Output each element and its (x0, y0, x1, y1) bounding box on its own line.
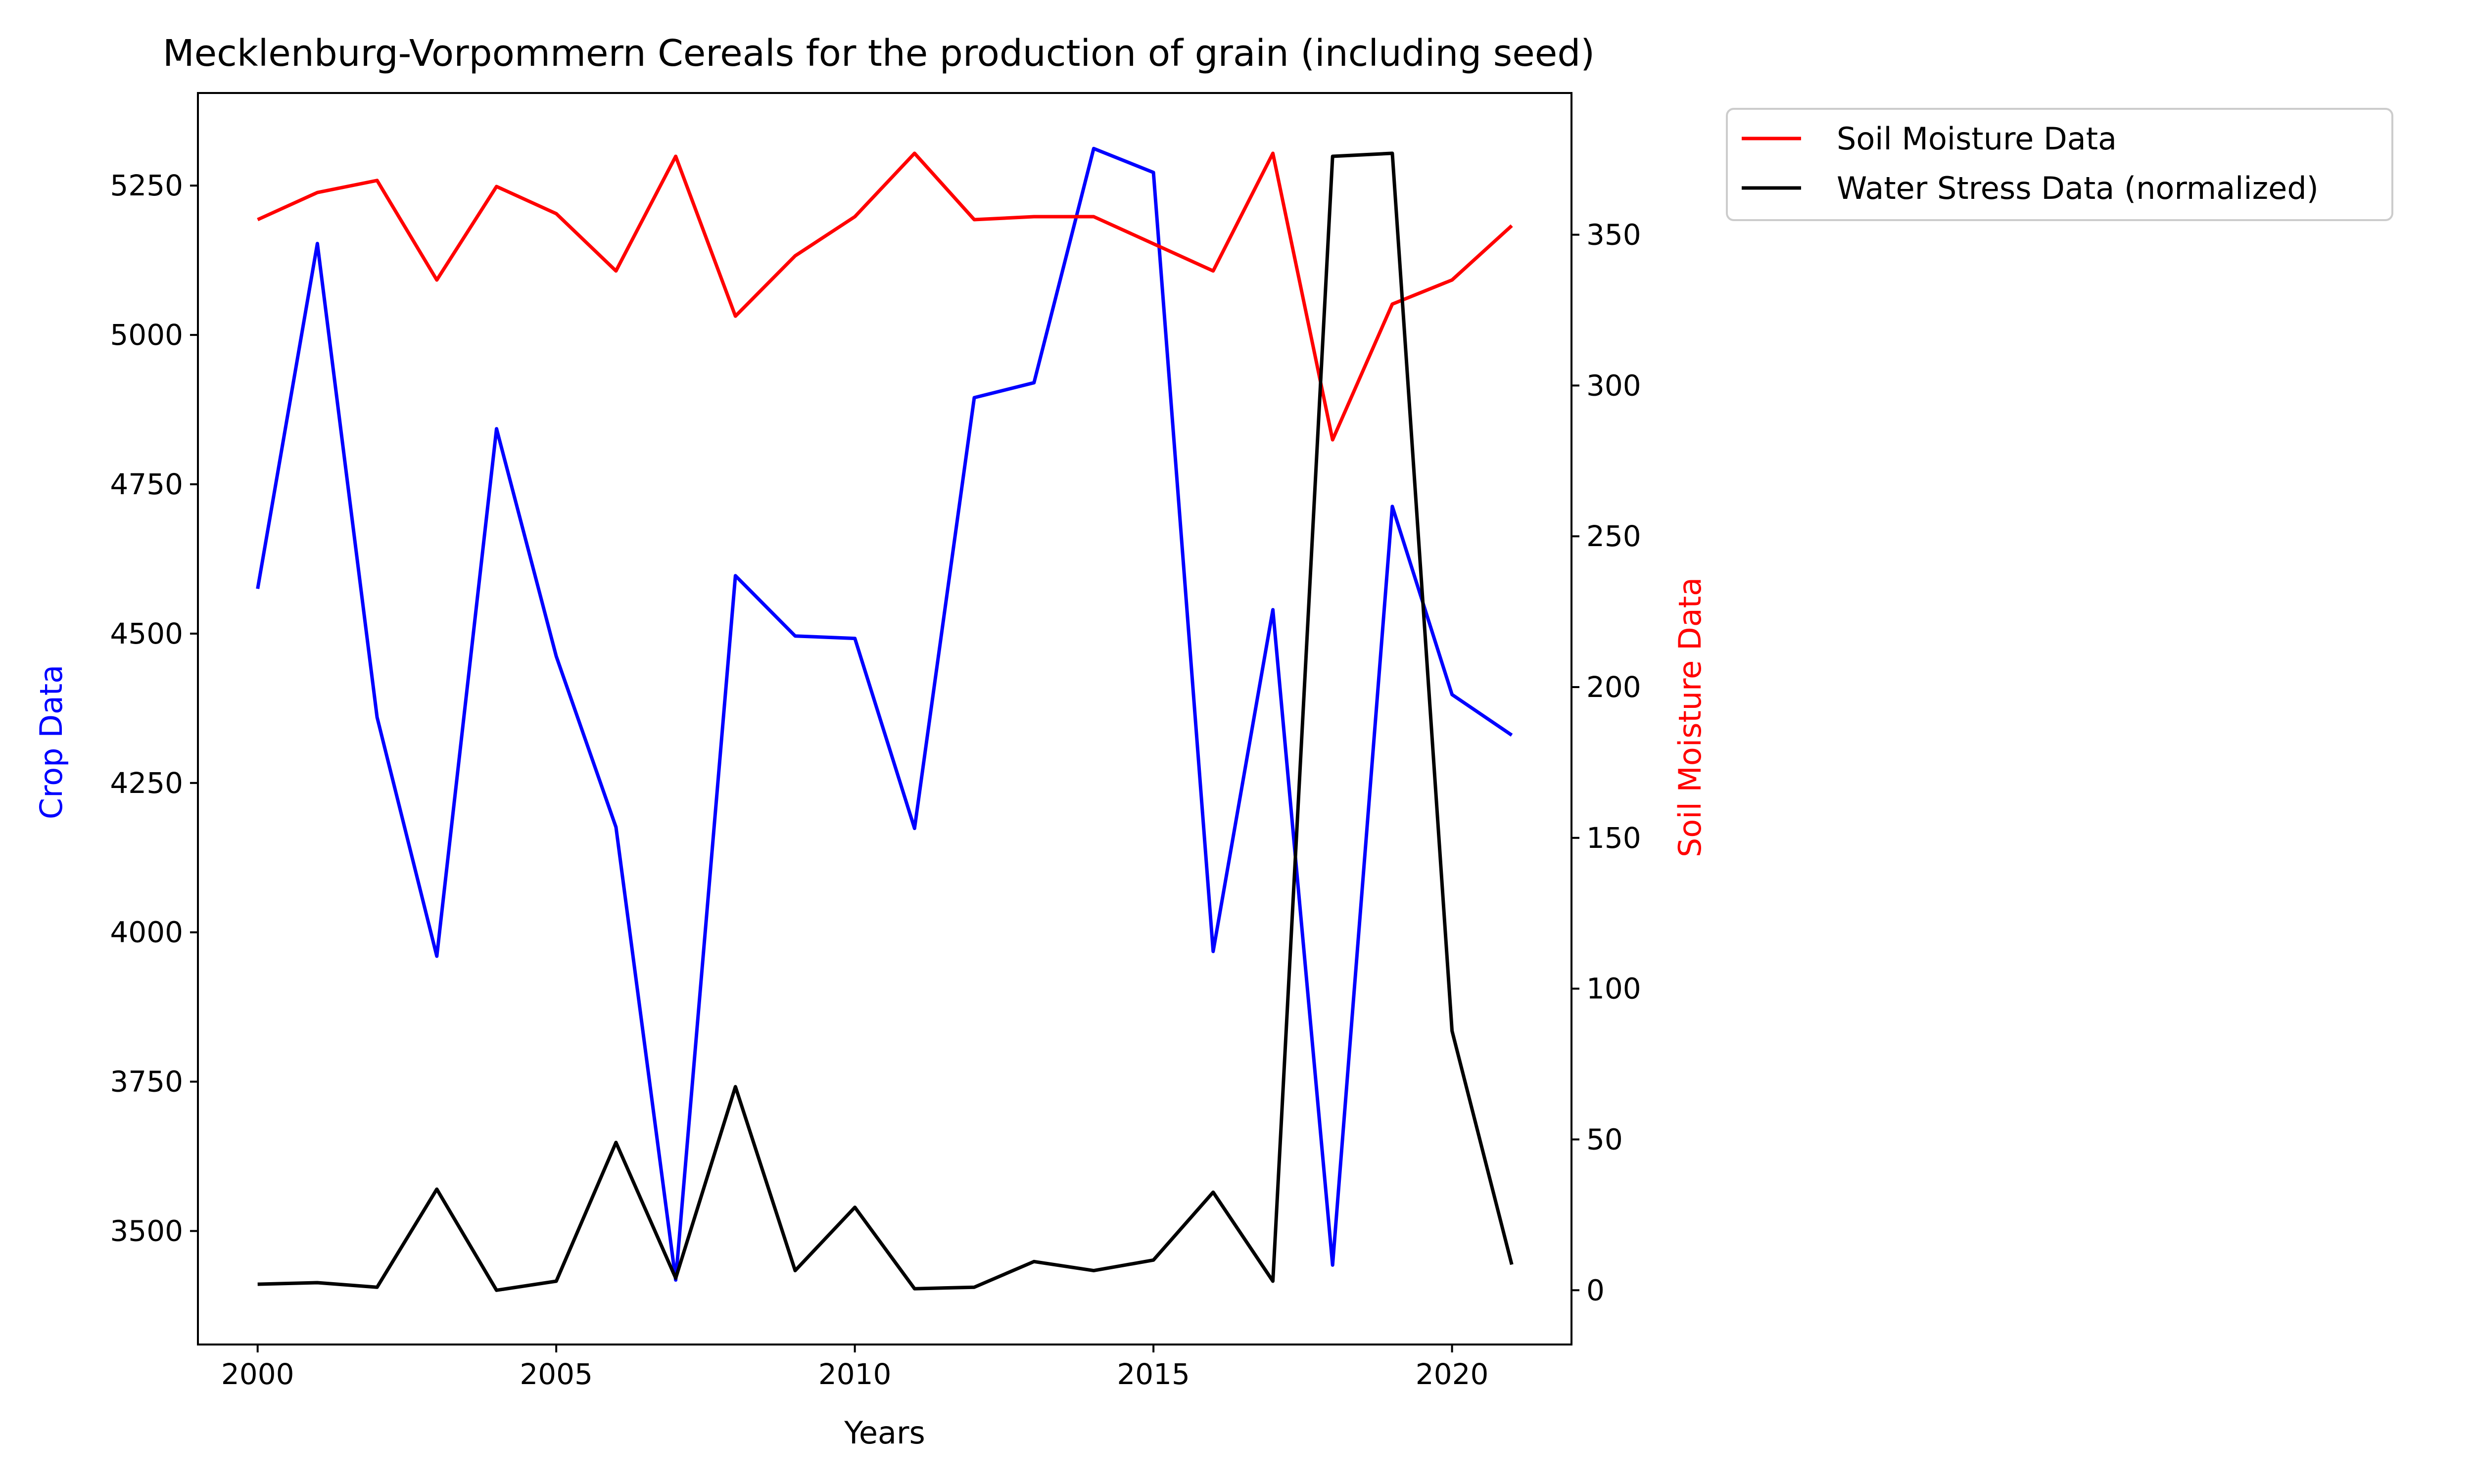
left-y-tick-label: 5000 (110, 318, 183, 352)
x-tick-label: 2000 (221, 1357, 294, 1391)
right-y-tick-label: 350 (1586, 218, 1641, 252)
left-y-tick-label: 4000 (110, 916, 183, 949)
right-y-tick-label: 300 (1586, 369, 1641, 402)
x-axis: 2000 2005 2010 2015 2020 (221, 1345, 1489, 1391)
series-line-crop (256, 146, 1513, 1282)
x-tick-label: 2005 (520, 1357, 593, 1391)
left-y-tick-label: 4750 (110, 467, 183, 501)
right-y-tick-label: 0 (1586, 1273, 1605, 1307)
series-line-soil (257, 151, 1513, 442)
left-y-axis: 3500 3750 4000 4250 4500 4750 5000 5250 (110, 169, 198, 1248)
left-y-tick-label: 4250 (110, 766, 183, 800)
legend-box (1726, 108, 2393, 221)
right-y-tick-label: 150 (1586, 821, 1641, 855)
left-y-tick-label: 5250 (110, 169, 183, 202)
chart-title: Mecklenburg-Vorpommern Cereals for the p… (163, 32, 1595, 75)
right-y-tick-label: 200 (1586, 670, 1641, 704)
right-y-axis-label: Soil Moisture Data (1672, 577, 1708, 857)
x-axis-label: Years (844, 1415, 925, 1451)
left-y-tick-label: 3500 (110, 1214, 183, 1248)
x-tick-label: 2020 (1416, 1357, 1489, 1391)
legend-label-soil: Soil Moisture Data (1837, 121, 2117, 157)
left-y-axis-label: Crop Data (33, 665, 69, 819)
series-line-water (257, 151, 1514, 1292)
right-y-tick-label: 50 (1586, 1122, 1623, 1156)
plot-lines (256, 146, 1514, 1292)
right-y-tick-label: 250 (1586, 519, 1641, 553)
x-tick-label: 2015 (1117, 1357, 1190, 1391)
right-y-axis: 0 50 100 150 200 250 300 350 (1571, 218, 1641, 1307)
legend-label-water: Water Stress Data (normalized) (1837, 170, 2319, 206)
x-tick-label: 2010 (818, 1357, 892, 1391)
legend: Soil Moisture Data Water Stress Data (no… (1726, 108, 2393, 221)
left-y-tick-label: 4500 (110, 617, 183, 650)
plot-frame (197, 92, 1572, 1345)
right-y-tick-label: 100 (1586, 972, 1641, 1006)
left-y-tick-label: 3750 (110, 1065, 183, 1099)
